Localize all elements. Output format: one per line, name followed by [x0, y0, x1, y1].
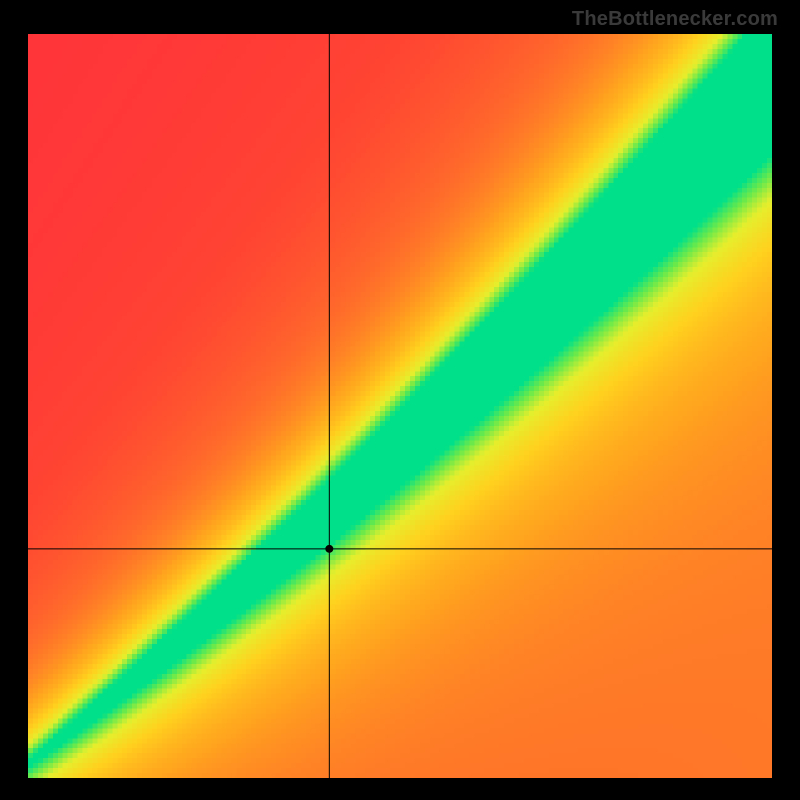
- bottleneck-heatmap: [28, 34, 772, 778]
- chart-container: { "watermark": { "text": "TheBottlenecke…: [0, 0, 800, 800]
- watermark-label: TheBottlenecker.com: [572, 8, 778, 31]
